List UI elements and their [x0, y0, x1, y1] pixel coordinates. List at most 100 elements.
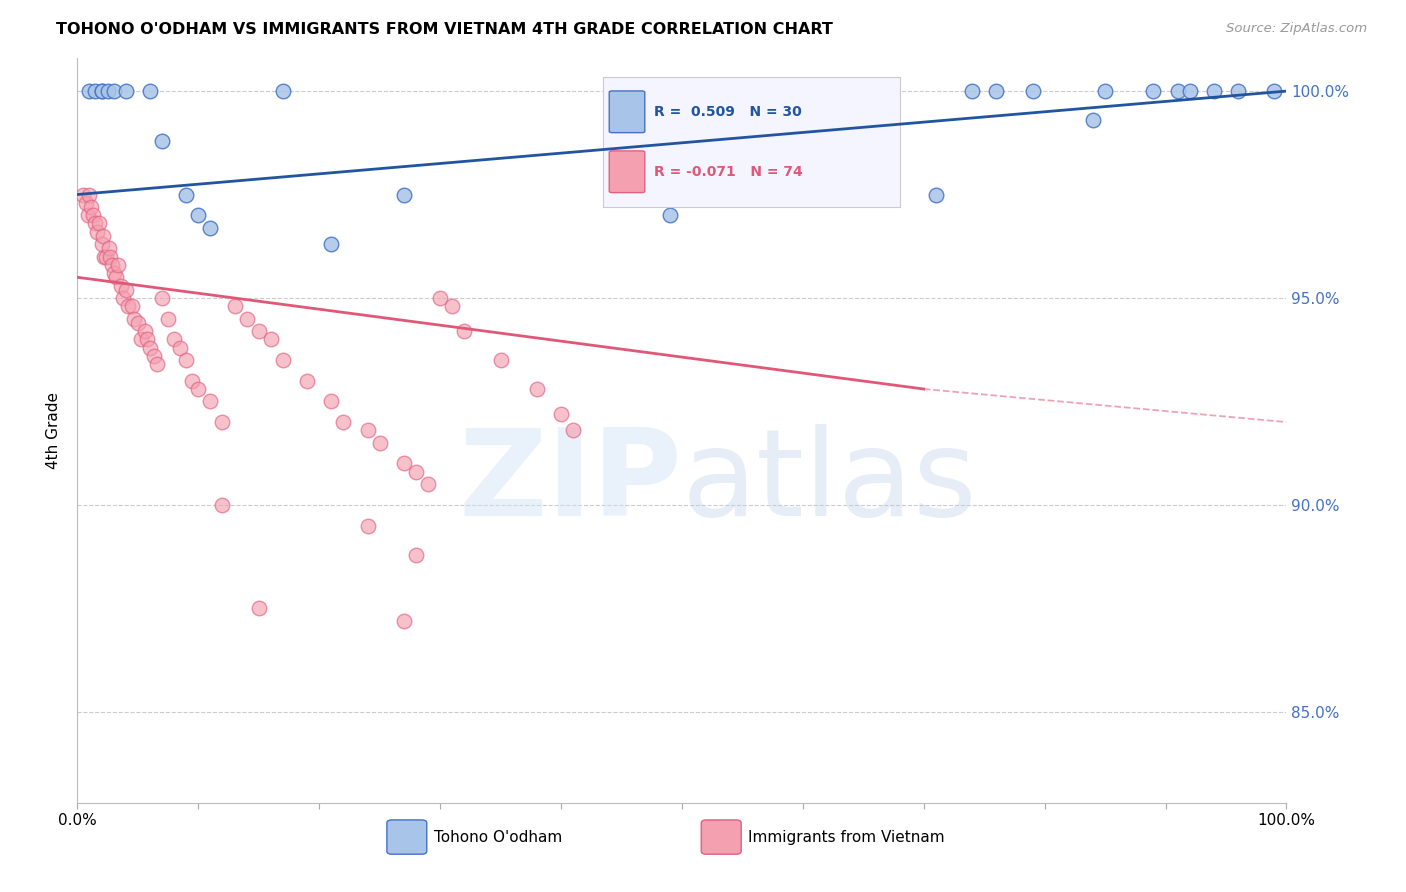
- Point: [127, 316, 149, 330]
- Point: [392, 187, 415, 202]
- Point: [181, 374, 204, 388]
- Point: [1178, 84, 1201, 98]
- Point: [91, 228, 114, 243]
- Point: [925, 187, 948, 202]
- Text: atlas: atlas: [682, 424, 977, 541]
- Point: [103, 84, 125, 98]
- Point: [112, 291, 135, 305]
- Text: Immigrants from Vietnam: Immigrants from Vietnam: [748, 830, 945, 845]
- FancyBboxPatch shape: [387, 820, 427, 855]
- Text: Source: ZipAtlas.com: Source: ZipAtlas.com: [1226, 22, 1367, 36]
- Point: [392, 614, 415, 628]
- Point: [416, 477, 439, 491]
- Point: [295, 374, 318, 388]
- Point: [332, 415, 354, 429]
- Point: [139, 341, 162, 355]
- Point: [247, 601, 270, 615]
- Point: [960, 84, 983, 98]
- Point: [96, 250, 118, 264]
- Point: [405, 465, 427, 479]
- Point: [321, 237, 343, 252]
- Text: 100.0%: 100.0%: [1257, 814, 1316, 828]
- Point: [150, 134, 173, 148]
- FancyBboxPatch shape: [702, 820, 741, 855]
- Point: [1202, 84, 1225, 98]
- Point: [117, 299, 139, 313]
- Point: [429, 291, 451, 305]
- Point: [86, 225, 108, 239]
- Point: [658, 208, 681, 222]
- Point: [157, 311, 180, 326]
- Point: [90, 84, 112, 98]
- Point: [1263, 84, 1285, 98]
- Point: [174, 353, 197, 368]
- Point: [169, 341, 191, 355]
- Point: [211, 415, 233, 429]
- Point: [82, 208, 104, 222]
- Point: [84, 217, 107, 231]
- Point: [356, 424, 378, 438]
- Point: [110, 278, 132, 293]
- Point: [1227, 84, 1250, 98]
- Point: [271, 353, 294, 368]
- Text: Tohono O'odham: Tohono O'odham: [434, 830, 562, 845]
- Point: [90, 84, 112, 98]
- Point: [1094, 84, 1116, 98]
- Point: [200, 394, 222, 409]
- Point: [101, 258, 124, 272]
- Point: [235, 311, 257, 326]
- Point: [96, 84, 118, 98]
- Point: [142, 349, 165, 363]
- Point: [489, 353, 512, 368]
- Point: [1142, 84, 1164, 98]
- Point: [146, 357, 169, 371]
- Point: [79, 84, 101, 98]
- Point: [356, 518, 378, 533]
- Text: 0.0%: 0.0%: [58, 814, 97, 828]
- Point: [247, 324, 270, 338]
- Point: [550, 407, 572, 421]
- Text: ZIP: ZIP: [458, 424, 682, 541]
- Point: [84, 84, 107, 98]
- Point: [97, 241, 120, 255]
- Point: [90, 237, 112, 252]
- Point: [441, 299, 464, 313]
- Point: [1021, 84, 1043, 98]
- Point: [174, 187, 197, 202]
- Point: [139, 84, 162, 98]
- Point: [107, 258, 129, 272]
- Point: [163, 332, 186, 346]
- Point: [1167, 84, 1189, 98]
- Y-axis label: 4th Grade: 4th Grade: [46, 392, 62, 469]
- Point: [114, 84, 136, 98]
- Point: [986, 84, 1008, 98]
- Point: [93, 250, 115, 264]
- Point: [200, 220, 222, 235]
- Point: [211, 498, 233, 512]
- Point: [1081, 113, 1104, 128]
- Point: [72, 187, 94, 202]
- Point: [271, 84, 294, 98]
- Point: [224, 299, 246, 313]
- Point: [75, 195, 97, 210]
- Point: [368, 435, 391, 450]
- Point: [562, 424, 585, 438]
- Point: [136, 332, 159, 346]
- Point: [150, 291, 173, 305]
- Point: [103, 266, 125, 280]
- Point: [98, 250, 121, 264]
- Point: [87, 217, 110, 231]
- Point: [453, 324, 475, 338]
- Point: [526, 382, 548, 396]
- Point: [131, 332, 153, 346]
- Point: [114, 283, 136, 297]
- Point: [187, 208, 209, 222]
- Point: [105, 270, 128, 285]
- Point: [134, 324, 156, 338]
- Point: [804, 84, 827, 98]
- Point: [121, 299, 143, 313]
- Point: [77, 208, 100, 222]
- Point: [260, 332, 283, 346]
- Text: TOHONO O'ODHAM VS IMMIGRANTS FROM VIETNAM 4TH GRADE CORRELATION CHART: TOHONO O'ODHAM VS IMMIGRANTS FROM VIETNA…: [56, 22, 834, 37]
- Point: [405, 548, 427, 562]
